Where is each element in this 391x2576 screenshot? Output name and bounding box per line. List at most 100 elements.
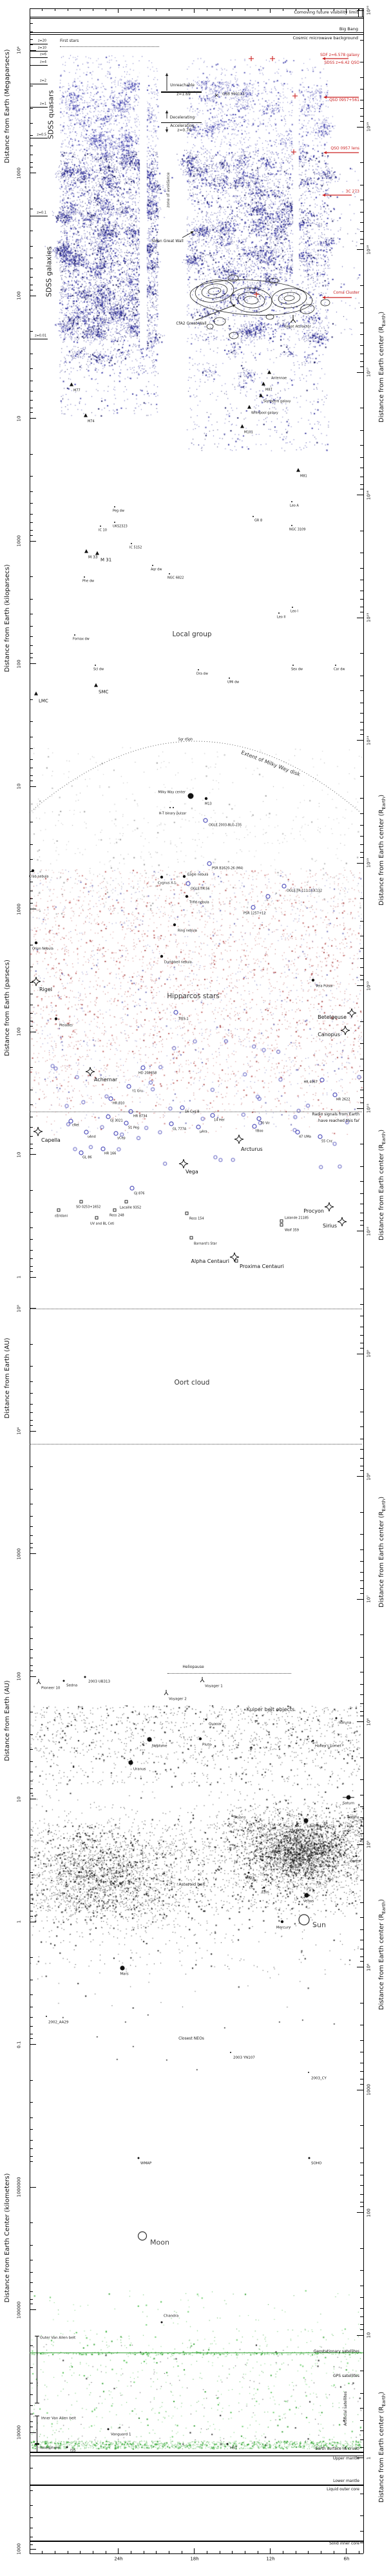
x-tick [270, 2548, 271, 2553]
planet-host-circle [113, 1131, 119, 1136]
right-minor-tick [360, 2329, 363, 2330]
right-minor-tick [360, 1956, 363, 1957]
object-label: GL 777A [173, 1127, 187, 1132]
object-label: 51 Peg [128, 1126, 140, 1130]
object-label: 2002_AA29 [48, 2020, 69, 2025]
object-dot [291, 501, 292, 502]
right-minor-tick [360, 920, 363, 922]
comoving-bracket [361, 9, 363, 17]
bright-star-glyph [340, 1025, 350, 1036]
object-dot [198, 1737, 202, 1741]
nearby-star-square [280, 1219, 283, 1223]
range-bracket-cap [35, 2443, 39, 2445]
object-label: Crab nebula [29, 875, 49, 879]
right-minor-tick [360, 599, 363, 600]
right-axis-title: Distance from Earth center (REarth) [378, 311, 386, 423]
right-major-tick [357, 1476, 363, 1477]
right-tick-label: 10¹⁹ [366, 122, 372, 132]
object-label: IC 10 [99, 528, 107, 533]
right-minor-tick [360, 2447, 363, 2448]
left-tick-label: 10000 [16, 2425, 22, 2440]
dotted-line [167, 1673, 291, 1674]
object-dot [298, 1853, 300, 1855]
annotation-label: CfA2 Great Wall [176, 321, 207, 326]
left-axis-title: Distance from Earth (Megaparsecs) [4, 49, 11, 164]
right-major-tick [357, 10, 363, 11]
planet-host-circle [186, 881, 191, 886]
planet-dot [147, 1737, 152, 1742]
right-minor-tick [360, 1457, 363, 1459]
right-axis-title: Distance from Earth center (REarth) [378, 1899, 386, 2011]
spacecraft-symbol [200, 1677, 205, 1683]
right-minor-tick [360, 1634, 363, 1635]
object-label: 2003 UB313 [88, 1680, 111, 1684]
object-dot [198, 669, 199, 670]
edge-label: Upper mantle [332, 2456, 359, 2461]
left-minor-tick [30, 368, 33, 369]
arrow-head [323, 151, 327, 155]
density-contour [213, 317, 226, 326]
density-contour [283, 295, 295, 301]
planet-dot [303, 1818, 309, 1823]
right-tick-label: 10¹⁶ [366, 490, 372, 500]
annotation-label: Asteroid belt [178, 1881, 205, 1887]
right-minor-tick [360, 1021, 363, 1022]
object-label: Aqr dw [151, 567, 162, 572]
density-contour [206, 323, 214, 330]
planet-host-circle [281, 884, 287, 889]
right-minor-tick [360, 89, 363, 90]
vertical-label: zone of avoidance [166, 172, 171, 208]
left-minor-tick [30, 1067, 33, 1068]
right-tick-label: 10⁹ [366, 1350, 372, 1358]
density-contour [227, 274, 239, 282]
left-tick-label: 1000 [16, 2543, 22, 2555]
dotted-line [60, 46, 159, 47]
left-minor-tick [30, 331, 33, 332]
left-minor-tick [30, 476, 33, 477]
right-minor-tick [360, 39, 363, 41]
nearby-star-square [79, 1200, 83, 1204]
edge-label: have reached this far [318, 1119, 359, 1123]
right-tick-label: 1000 [366, 2084, 372, 2096]
object-label: Ross 248 [110, 1213, 124, 1218]
left-minor-tick [30, 2222, 33, 2223]
object-dot [308, 2072, 309, 2073]
object-label: Orion Nebula [32, 947, 53, 951]
left-tick-label: 100000 [16, 2301, 22, 2318]
right-minor-tick [360, 457, 363, 458]
object-dot [169, 807, 171, 808]
right-minor-tick [360, 366, 363, 367]
right-minor-tick [360, 898, 363, 899]
right-tick-label: 10⁸ [366, 1472, 372, 1481]
left-minor-tick [30, 1515, 33, 1517]
left-major-tick [30, 1553, 36, 1554]
density-contour [278, 292, 301, 305]
left-tick-label: 1000 [16, 1548, 22, 1560]
object-label: Leo II [277, 615, 286, 620]
redshift-label: z=6 [40, 52, 46, 57]
arrow-head [190, 231, 194, 234]
left-minor-tick [30, 1903, 33, 1904]
redshift-label: z=20 [37, 39, 46, 43]
object-dot [312, 1739, 314, 1742]
nearby-star-square [113, 1208, 117, 1212]
left-minor-tick [30, 2544, 33, 2545]
nearby-star-square [234, 1259, 238, 1263]
right-tick-label: 10⁵ [366, 1841, 372, 1848]
object-label: H-T binary pulsar [158, 811, 187, 816]
x-tick-label: 6h [343, 2556, 350, 2562]
object-label: Capella [41, 1137, 61, 1143]
object-label: Pluto [202, 1743, 211, 1747]
left-minor-tick [30, 2117, 33, 2118]
planet-host-circle [319, 1077, 325, 1083]
left-minor-tick [30, 530, 33, 531]
left-major-tick [30, 786, 36, 787]
object-dot [182, 875, 186, 878]
right-tick-label: 10¹⁸ [366, 245, 372, 254]
object-label: Sirius [322, 1223, 337, 1229]
right-minor-tick [360, 1511, 363, 1513]
right-minor-tick [360, 852, 363, 853]
object-label: 70 Vir [260, 1121, 270, 1126]
bright-star-glyph [337, 1217, 347, 1227]
object-label: Eagle nebula [187, 873, 209, 877]
